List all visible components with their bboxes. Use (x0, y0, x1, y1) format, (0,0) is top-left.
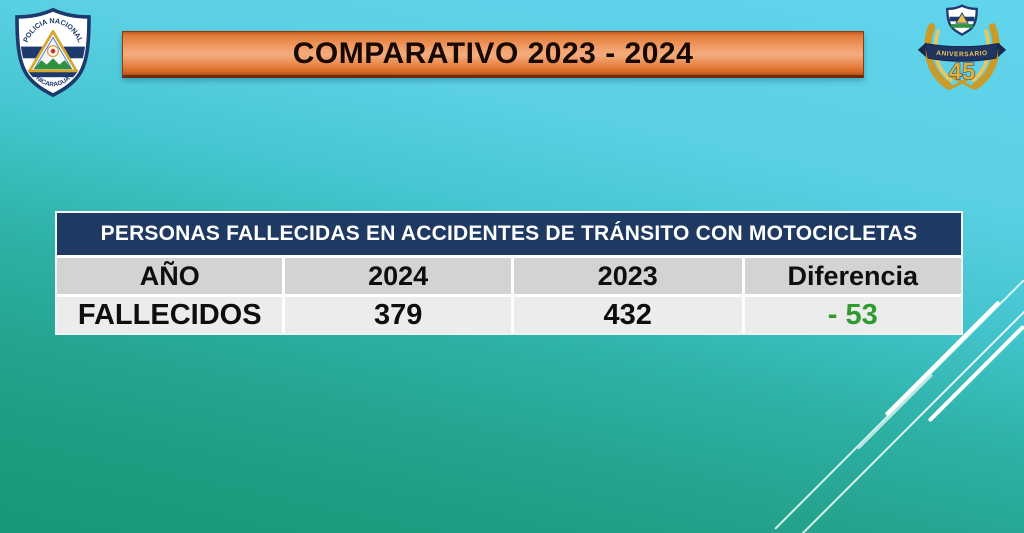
cell-fallecidos-diferencia: - 53 (744, 297, 961, 333)
diagonal-line-decoration (927, 324, 1024, 423)
table-title: PERSONAS FALLECIDAS EN ACCIDENTES DE TRÁ… (100, 222, 918, 245)
slide-title: COMPARATIVO 2023 - 2024 (292, 36, 694, 70)
column-header-2024: 2024 (285, 258, 511, 294)
column-header-diferencia: Diferencia (744, 258, 961, 294)
table-title-bar: PERSONAS FALLECIDAS EN ACCIDENTES DE TRÁ… (57, 213, 961, 255)
anniversary-number: 45 (949, 58, 976, 85)
mini-shield-icon (946, 4, 978, 37)
column-header-2023: 2023 (513, 258, 742, 294)
cell-fallecidos-2023: 432 (513, 297, 742, 333)
title-banner: COMPARATIVO 2023 - 2024 (122, 31, 864, 78)
anniversary-badge-icon: ANIVERSARIO 45 (917, 4, 1007, 90)
anniversary-ribbon (924, 42, 1000, 62)
row-label-fallecidos: FALLECIDOS (57, 297, 283, 333)
table-grid: AÑO 2024 2023 Diferencia FALLECIDOS 379 … (57, 255, 961, 333)
anniversary-ribbon-text: ANIVERSARIO (936, 50, 988, 59)
police-badge-icon: POLICIA NACIONAL NICARAGUA (15, 7, 91, 97)
column-header-ano: AÑO (57, 258, 283, 294)
diagonal-line-decoration (799, 310, 1024, 533)
cell-fallecidos-2024: 379 (285, 297, 511, 333)
data-table: PERSONAS FALLECIDAS EN ACCIDENTES DE TRÁ… (55, 211, 963, 335)
